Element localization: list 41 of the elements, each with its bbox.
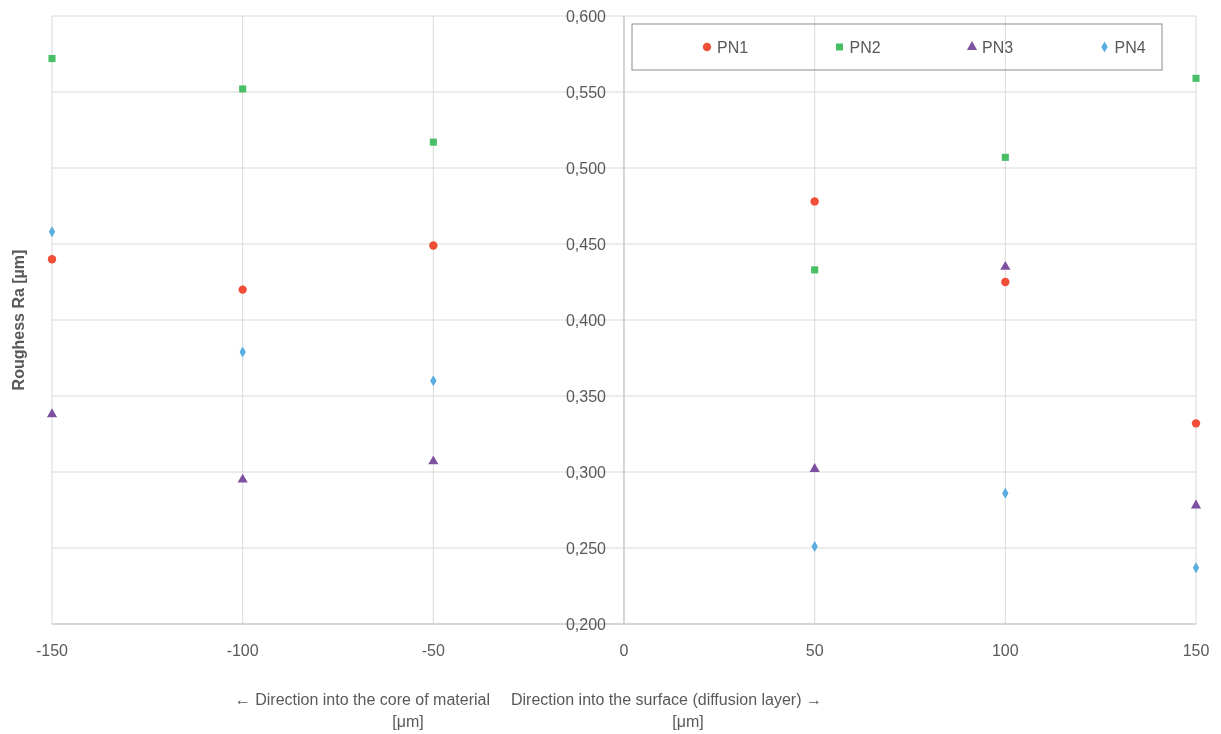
point xyxy=(810,197,819,206)
y-axis-title: Roughess Ra [µm] xyxy=(10,249,27,391)
y-tick-label: 0,600 xyxy=(565,7,607,25)
text: Direction into the surface (diffusion layer) → [μm] xyxy=(511,691,822,730)
x-tick-label: 150 xyxy=(1182,642,1210,659)
point xyxy=(811,266,819,274)
point xyxy=(1001,153,1009,161)
x-tick-label: 100 xyxy=(991,642,1019,659)
point xyxy=(1191,419,1201,428)
x-tick-label: -100 xyxy=(226,642,259,659)
text: ← Direction into the core of material [μm] xyxy=(234,691,490,730)
y-tick-label: 0,300 xyxy=(565,463,607,481)
point xyxy=(809,463,820,472)
x-tick-label: 50 xyxy=(805,642,824,659)
y-tick-label: 0,250 xyxy=(565,539,607,557)
point xyxy=(429,138,437,146)
legend-label: PN4 xyxy=(1114,38,1146,56)
point xyxy=(428,455,439,465)
point xyxy=(46,408,58,418)
point xyxy=(237,473,248,483)
y-tick-label: 0,400 xyxy=(565,311,607,329)
x-tick-label: 0 xyxy=(619,642,629,659)
point xyxy=(1000,260,1011,270)
point xyxy=(1192,74,1200,82)
point xyxy=(1190,499,1202,509)
point xyxy=(48,55,56,63)
y-tick-label: 0,350 xyxy=(565,387,607,405)
legend-label: PN2 xyxy=(849,38,881,56)
point xyxy=(239,85,247,93)
y-tick-label: 0,450 xyxy=(565,235,607,253)
point xyxy=(429,241,438,250)
y-tick-label: 0,200 xyxy=(565,615,607,633)
point xyxy=(1001,277,1010,287)
legend-label: PN3 xyxy=(982,38,1014,56)
y-tick-label: 0,550 xyxy=(565,83,607,101)
y-tick-label: 0,500 xyxy=(565,159,607,177)
x-tick-label: -50 xyxy=(421,642,445,659)
point xyxy=(238,285,247,294)
legend-label: PN1 xyxy=(717,38,749,56)
x-tick-label: -150 xyxy=(35,642,69,659)
point xyxy=(47,255,57,264)
